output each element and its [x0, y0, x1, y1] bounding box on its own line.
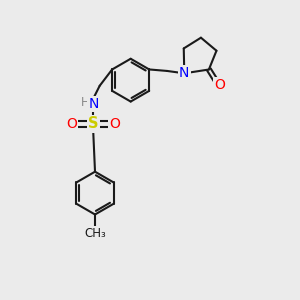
- Text: H: H: [80, 96, 89, 109]
- Text: S: S: [88, 116, 98, 131]
- Text: O: O: [109, 117, 120, 131]
- Text: CH₃: CH₃: [84, 227, 106, 240]
- Text: O: O: [214, 78, 225, 92]
- Text: N: N: [179, 66, 190, 80]
- Text: O: O: [66, 117, 77, 131]
- Text: N: N: [88, 97, 99, 111]
